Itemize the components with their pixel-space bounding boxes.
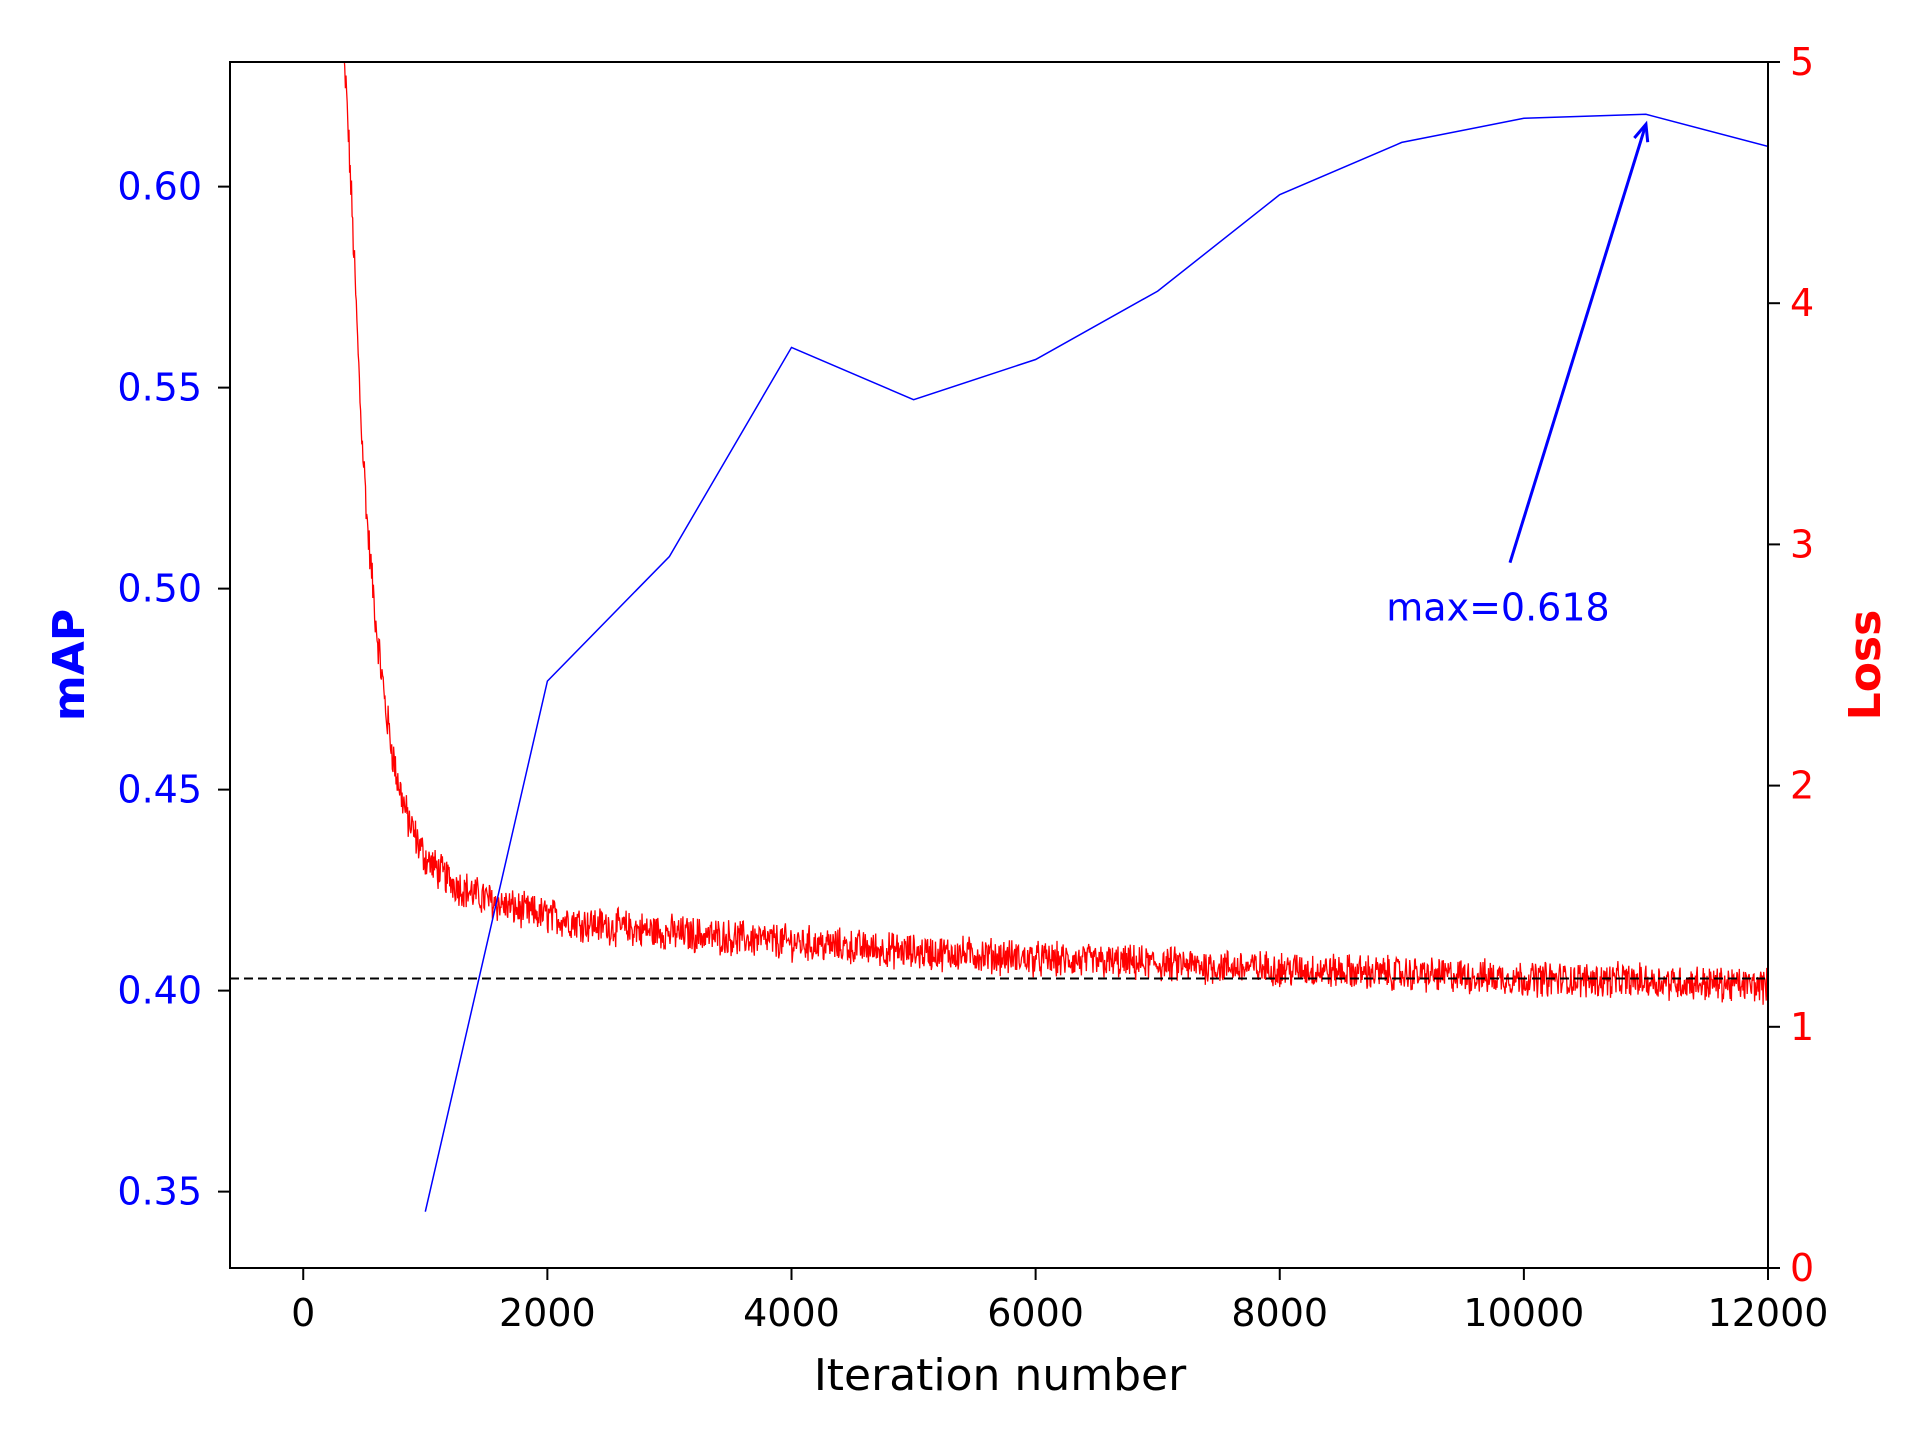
- y-left-tick-label: 0.50: [117, 567, 202, 611]
- x-tick-label: 2000: [499, 1291, 596, 1335]
- axes-frame: [229, 61, 1769, 1269]
- x-tick-label: 0: [291, 1291, 315, 1335]
- y-axis-right-label: Loss: [1840, 610, 1891, 721]
- y-right-tick-label: 3: [1790, 522, 1814, 566]
- series-layer: [230, 62, 1768, 1212]
- y-left-tick-label: 0.45: [117, 768, 202, 812]
- y-left-tick-label: 0.40: [117, 969, 202, 1013]
- y-right-tick-label: 1: [1790, 1005, 1814, 1049]
- ticks-layer: 0 2000 4000 6000 8000 10000 12000 0.35 0.40 0.45 0…: [117, 40, 1828, 1335]
- y-left-tick-label: 0.35: [117, 1170, 202, 1214]
- y-left-tick-label: 0.55: [117, 366, 202, 410]
- x-tick-label: 4000: [743, 1291, 840, 1335]
- x-tick-label: 8000: [1231, 1291, 1328, 1335]
- y-right-tick-label: 2: [1790, 764, 1814, 808]
- y-axis-left-label: mAP: [44, 609, 95, 721]
- y-right-tick-label: 4: [1790, 281, 1814, 325]
- x-tick-label: 6000: [987, 1291, 1084, 1335]
- loss-series-line: [343, 62, 1768, 1005]
- x-tick-label: 12000: [1708, 1291, 1829, 1335]
- annotation-text: max=0.618: [1386, 586, 1609, 630]
- annotation-arrow-head: [1633, 120, 1650, 143]
- y-right-tick-label: 0: [1790, 1246, 1814, 1290]
- y-left-tick-label: 0.60: [117, 165, 202, 209]
- annotation-arrow-shaft: [1508, 123, 1648, 564]
- annotation-layer: max=0.618: [1386, 120, 1650, 630]
- x-axis-label: Iteration number: [814, 1350, 1187, 1401]
- x-tick-label: 10000: [1463, 1291, 1584, 1335]
- y-right-tick-label: 5: [1790, 40, 1814, 84]
- map-series-line: [424, 113, 1768, 1212]
